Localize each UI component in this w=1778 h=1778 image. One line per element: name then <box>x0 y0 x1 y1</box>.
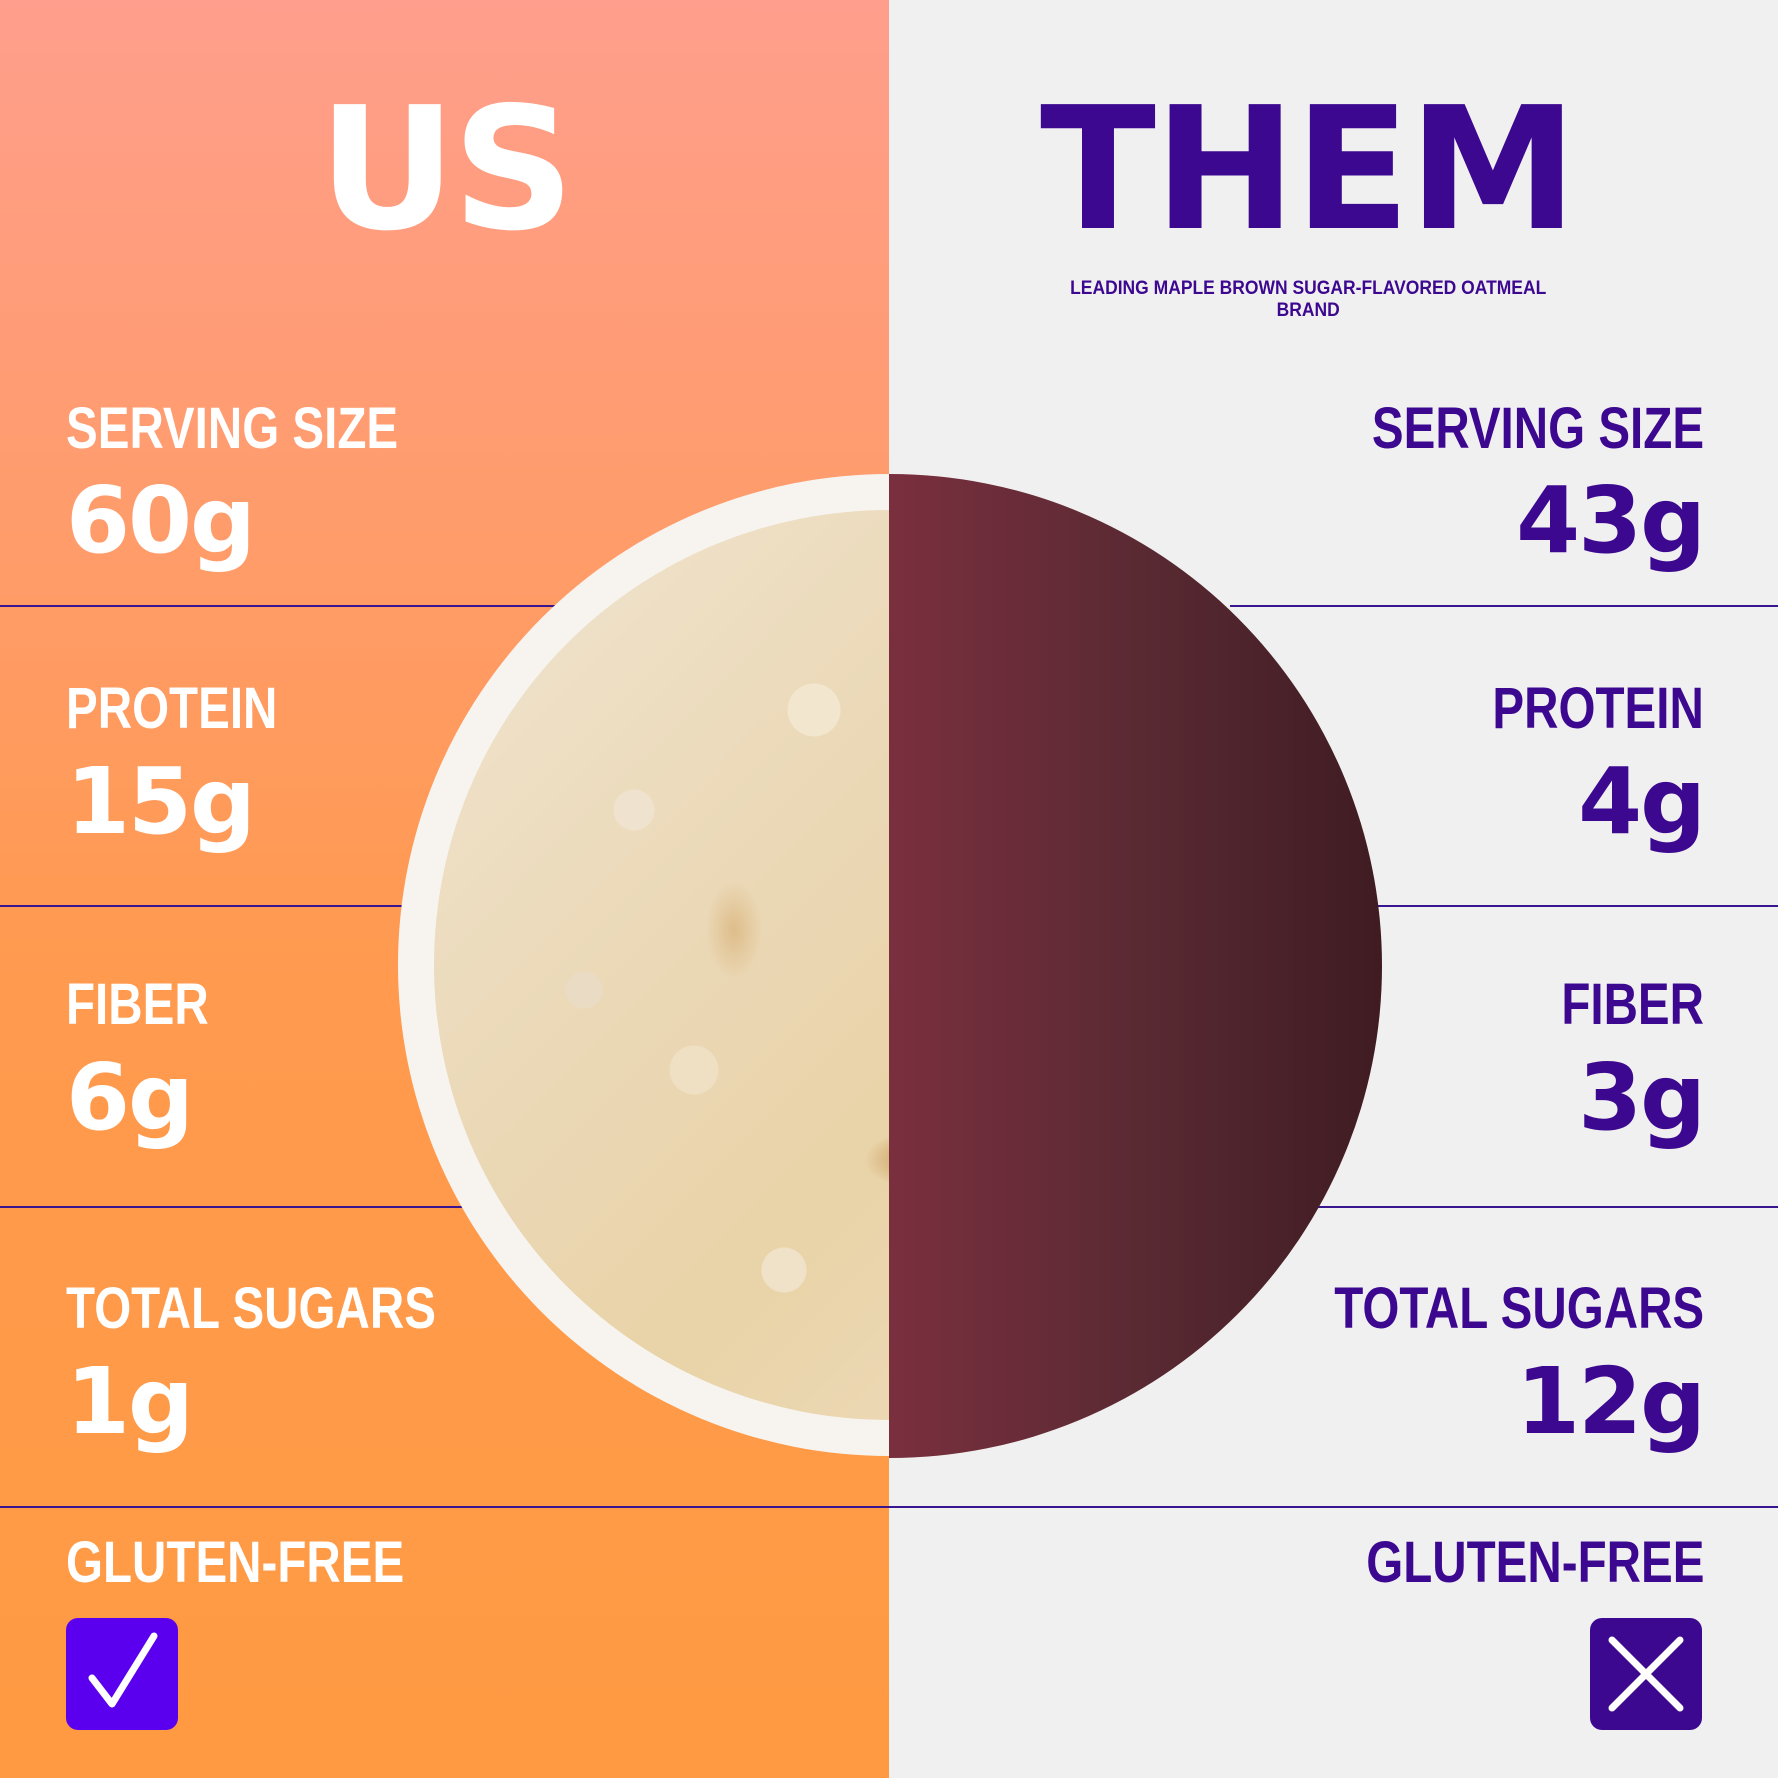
x-icon <box>1608 1636 1684 1712</box>
row-divider <box>1230 605 1778 607</box>
us-fiber-label: FIBER <box>66 972 209 1037</box>
them-fiber-value: 3g <box>1578 1044 1706 1151</box>
them-fiber-label: FIBER <box>1561 972 1704 1037</box>
them-total-sugars-value: 12g <box>1516 1348 1706 1455</box>
them-serving-size-value: 43g <box>1516 467 1706 574</box>
check-icon <box>88 1632 158 1708</box>
them-total-sugars-label: TOTAL SUGARS <box>1334 1276 1704 1341</box>
row-divider <box>0 1506 1778 1508</box>
us-protein-label: PROTEIN <box>66 676 278 741</box>
row-divider <box>0 605 560 607</box>
us-title: US <box>318 71 574 269</box>
us-serving-size-label: SERVING SIZE <box>66 396 399 461</box>
them-gluten-free-indicator <box>1590 1618 1702 1730</box>
them-title: THEM <box>1040 71 1578 269</box>
row-divider <box>1375 905 1778 907</box>
us-total-sugars-label: TOTAL SUGARS <box>66 1276 436 1341</box>
us-protein-value: 15g <box>66 748 256 855</box>
them-protein-label: PROTEIN <box>1492 676 1704 741</box>
them-protein-value: 4g <box>1578 748 1706 855</box>
them-subtitle: LEADING MAPLE BROWN SUGAR-FLAVORED OATME… <box>1070 278 1547 321</box>
row-divider <box>0 905 410 907</box>
them-serving-size-label: SERVING SIZE <box>1371 396 1704 461</box>
row-divider <box>1316 1206 1778 1208</box>
them-gluten-free-label: GLUTEN-FREE <box>1365 1530 1704 1595</box>
us-gluten-free-indicator <box>66 1618 178 1730</box>
row-divider <box>0 1206 470 1208</box>
us-fiber-value: 6g <box>66 1044 194 1151</box>
us-serving-size-value: 60g <box>66 467 256 574</box>
us-gluten-free-label: GLUTEN-FREE <box>66 1530 405 1595</box>
us-total-sugars-value: 1g <box>66 1348 194 1455</box>
